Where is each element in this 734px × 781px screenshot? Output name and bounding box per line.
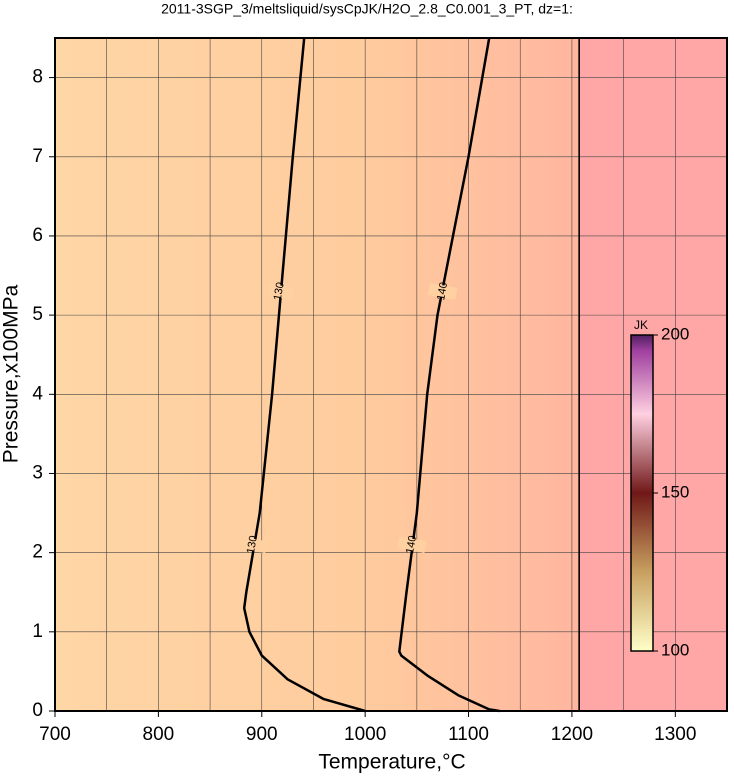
x-tick-label: 1000 [344,724,386,745]
contour-label: 140 [404,535,419,555]
contour-line [242,37,366,713]
y-tick-label: 2 [32,542,43,563]
contour-label: 130 [272,281,287,301]
colorbar-tick-label: 200 [661,324,689,343]
y-tick-label: 1 [32,621,43,642]
contour-label-bg [396,536,427,554]
colorbar [630,334,654,652]
colorbar-tick-label: 100 [661,640,689,659]
x-tick-label: 1200 [551,724,593,745]
x-tick-label: 800 [143,724,175,745]
y-tick-label: 0 [32,700,43,721]
x-tick-label: 900 [246,724,278,745]
contour-label: 140 [435,281,450,301]
x-tick-label: 1100 [448,724,489,745]
y-tick-label: 4 [32,383,43,404]
y-tick-label: 5 [32,304,43,325]
y-tick-label: 6 [32,225,43,246]
contour-label-bg [264,283,295,300]
colorbar-tick-label: 150 [661,482,689,501]
plot-frame [54,37,728,712]
x-tick-label: 1300 [654,724,696,745]
y-axis-label: Pressure,x100MPa [0,284,23,463]
y-tick-label: 8 [32,67,43,88]
contour-label: 130 [245,535,260,555]
contour-label-bg [427,283,458,300]
contour-label-bg [237,536,268,554]
chart-title: 2011-3SGP_3/meltsliquid/sysCpJK/H2O_2.8_… [161,1,573,17]
y-tick-label: 3 [32,462,43,483]
colorbar-label: JK [634,318,648,332]
contour-line [398,37,500,713]
x-tick-label: 700 [39,724,71,745]
x-axis-label: Temperature,°C [318,751,465,774]
y-tick-label: 7 [32,146,43,167]
